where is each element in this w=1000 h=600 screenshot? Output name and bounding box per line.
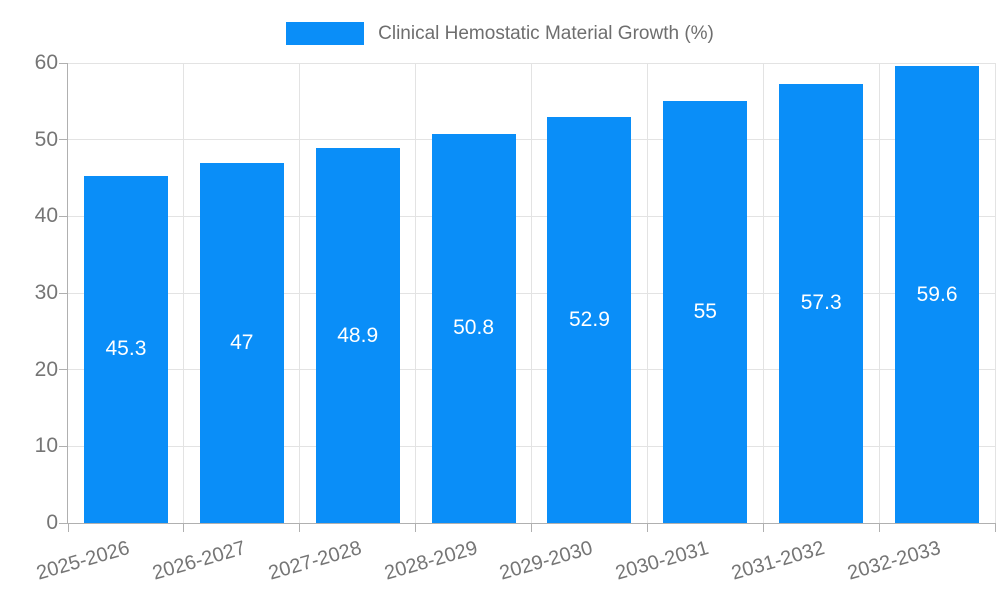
gridline-vertical (762, 63, 764, 523)
y-axis-tick-label: 0 (46, 511, 58, 534)
x-axis-tick (415, 524, 417, 532)
bar[interactable]: 55 (663, 101, 748, 523)
gridline-vertical (415, 63, 417, 523)
y-axis-tick-label: 40 (34, 204, 58, 228)
bar-value-label: 55 (693, 300, 717, 324)
bar-value-label: 47 (230, 330, 254, 354)
legend-label: Clinical Hemostatic Material Growth (%) (378, 22, 714, 44)
y-axis-tick-label: 50 (34, 127, 58, 151)
bar[interactable]: 48.9 (315, 148, 400, 523)
y-axis-tick (59, 139, 67, 141)
bar[interactable]: 50.8 (431, 133, 516, 523)
x-axis-tick (878, 524, 880, 532)
y-axis-tick (59, 445, 67, 447)
y-axis-tick-label: 60 (34, 51, 58, 74)
gridline-vertical (531, 63, 532, 523)
y-axis-tick (59, 369, 67, 371)
chart-legend[interactable]: Clinical Hemostatic Material Growth (%) (0, 22, 1000, 45)
bar-value-label: 45.3 (105, 337, 147, 361)
x-axis-tick (531, 524, 532, 532)
y-axis-line (67, 63, 68, 523)
x-axis-tick (183, 524, 185, 532)
legend-swatch (286, 22, 365, 45)
gridline-vertical (994, 63, 996, 523)
gridline-vertical (646, 63, 648, 523)
gridline-vertical (878, 63, 880, 523)
bar-value-label: 59.6 (916, 282, 958, 306)
x-axis-tick (994, 524, 996, 532)
bar-value-label: 52.9 (569, 308, 610, 332)
y-axis-tick-label: 20 (34, 357, 58, 381)
y-axis-tick (59, 215, 67, 217)
gridline-vertical (299, 63, 301, 523)
bar[interactable]: 47 (199, 162, 284, 523)
bar-value-label: 57.3 (800, 291, 842, 315)
x-axis-tick (762, 524, 764, 532)
x-axis-tick (67, 524, 69, 532)
y-axis-tick (59, 522, 67, 524)
y-axis-tick (59, 292, 67, 294)
bar[interactable]: 52.9 (547, 117, 632, 523)
bar-value-label: 48.9 (337, 323, 379, 347)
bar[interactable]: 57.3 (779, 83, 864, 523)
gridline-vertical (183, 63, 185, 523)
y-axis-tick-label: 10 (34, 434, 58, 458)
bar[interactable]: 59.6 (895, 66, 980, 523)
x-axis-tick (299, 524, 301, 532)
bar[interactable]: 45.3 (83, 175, 168, 523)
bar-value-label: 50.8 (453, 316, 494, 340)
plot-area: 0 10 20 30 40 50 60 45.3 2025-2026 47 2026-2027 48.… (34, 52, 996, 585)
y-axis-tick (59, 62, 67, 64)
y-axis-tick-label: 30 (34, 281, 58, 304)
x-axis-line (67, 523, 996, 524)
x-axis-tick (646, 524, 648, 532)
